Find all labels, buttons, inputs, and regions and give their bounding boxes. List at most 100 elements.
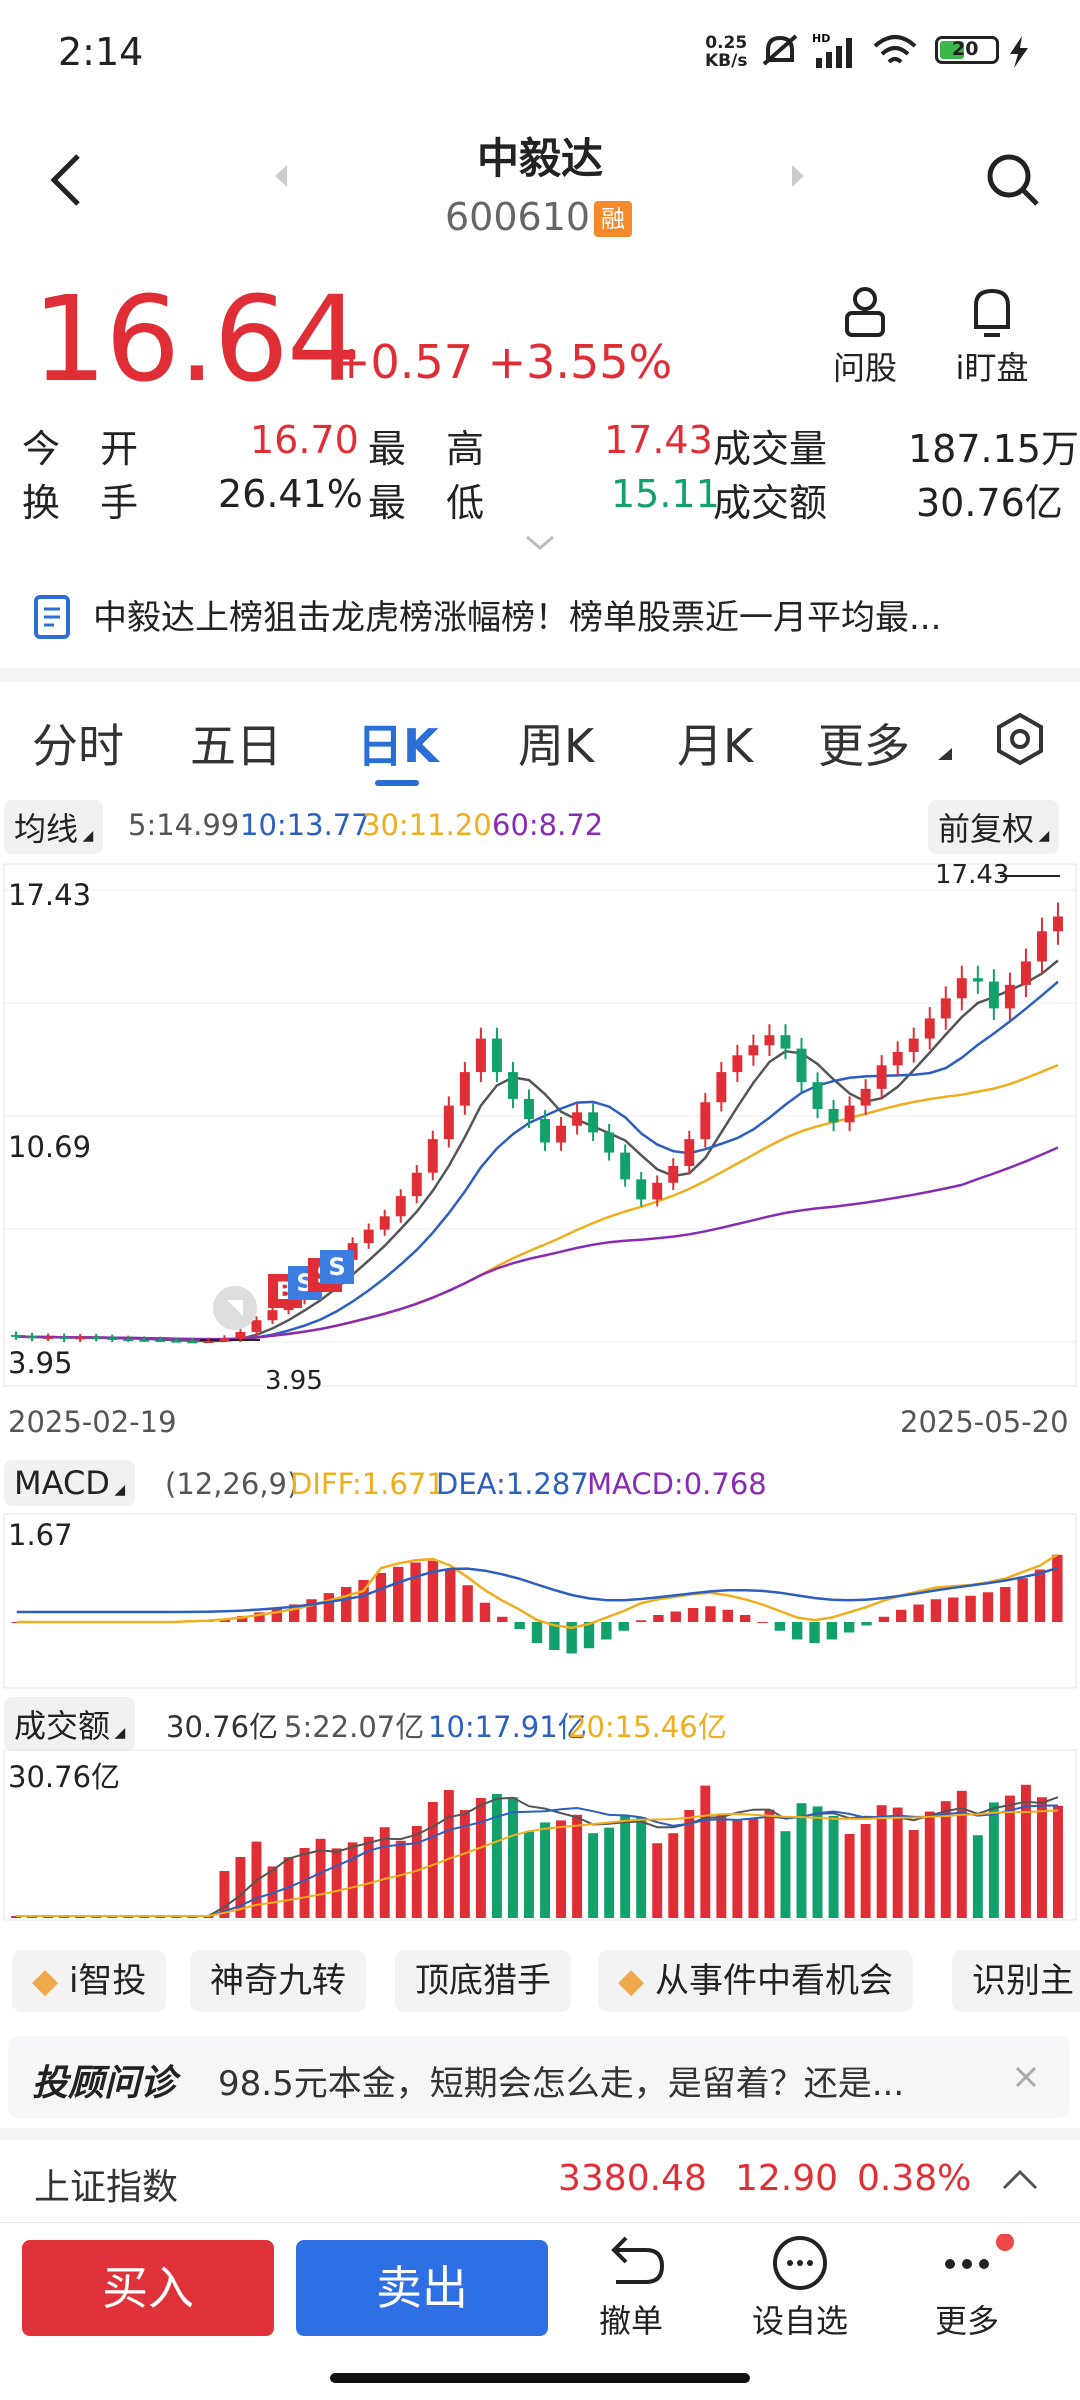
- macd-label: MACD: [14, 1464, 110, 1502]
- candlestick-chart[interactable]: [0, 860, 1080, 1390]
- candle: [844, 1105, 855, 1123]
- amount-bar: [860, 1824, 871, 1918]
- watch-button[interactable]: i盯盘: [942, 285, 1042, 389]
- candle: [187, 1341, 198, 1344]
- amount-bar: [572, 1814, 583, 1918]
- advisor-banner[interactable]: [8, 2036, 1070, 2118]
- buy-button[interactable]: 买入: [22, 2240, 274, 2336]
- more-button[interactable]: 更多: [912, 2233, 1022, 2342]
- add-watchlist-button[interactable]: 设自选: [745, 2234, 855, 2342]
- tab-daily-k[interactable]: 日K: [357, 719, 439, 773]
- candle: [716, 1072, 727, 1103]
- current-price: 16.64: [32, 270, 362, 408]
- amount-bar: [604, 1827, 615, 1918]
- chip-nine-turns[interactable]: 神奇九转: [190, 1950, 366, 2012]
- amount-value: 30.76亿: [916, 481, 1063, 525]
- date-start: 2025-02-19: [8, 1405, 177, 1439]
- high-value: 17.43: [604, 418, 713, 462]
- watch-label: i盯盘: [955, 349, 1029, 387]
- volume-label: 成交量: [713, 427, 828, 471]
- volume-value: 187.15万: [908, 427, 1079, 471]
- macd-bar: [1052, 1554, 1063, 1622]
- candle: [363, 1229, 374, 1244]
- advisor-brand: 投顾问诊: [32, 2063, 177, 2104]
- chip-top-bottom-hunter[interactable]: 顶底猎手: [395, 1950, 571, 2012]
- amount-bar: [764, 1809, 775, 1918]
- macd-params: (12,26,9): [165, 1467, 299, 1501]
- index-change: 12.90: [735, 2158, 839, 2199]
- tab-monthly-k[interactable]: 月K: [677, 719, 754, 773]
- ma-selector[interactable]: 均线 ◢: [4, 800, 104, 854]
- candle: [828, 1108, 839, 1123]
- adjust-selector[interactable]: 前复权 ◢: [928, 800, 1060, 854]
- amount-bar: [668, 1833, 679, 1918]
- turnover-label: 换 手: [22, 481, 153, 525]
- amount-bar: [700, 1785, 711, 1918]
- candle: [43, 1336, 54, 1339]
- tab-weekly-k[interactable]: 周K: [518, 719, 595, 773]
- tab-more[interactable]: 更多: [818, 719, 910, 773]
- macd-bar: [982, 1592, 994, 1622]
- amount-panel-label: 成交额: [14, 1707, 111, 1745]
- tab-five-day[interactable]: 五日: [190, 719, 282, 773]
- chip-event-opportunity[interactable]: ◆ 从事件中看机会: [598, 1950, 913, 2012]
- chip-label: i智投: [68, 1961, 147, 2001]
- back-icon[interactable]: [46, 150, 86, 210]
- candle: [75, 1337, 86, 1340]
- amount-bar: [684, 1810, 695, 1918]
- macd-value: MACD:0.768: [587, 1467, 767, 1501]
- macd-bar: [236, 1615, 248, 1622]
- bell-icon: [974, 288, 1010, 337]
- chip-identify[interactable]: 识别主: [952, 1950, 1080, 2012]
- macd-bar: [635, 1620, 647, 1622]
- macd-bar: [11, 1622, 22, 1623]
- ma60-value: 60:8.72: [492, 808, 604, 842]
- chart-frame: [3, 863, 1077, 1387]
- prev-stock-icon[interactable]: [275, 165, 289, 187]
- candle: [956, 978, 967, 999]
- macd-bar: [479, 1602, 491, 1622]
- index-name[interactable]: 上证指数: [34, 2167, 179, 2208]
- cancel-order-label: 撤单: [598, 2302, 663, 2340]
- sell-button[interactable]: 卖出: [296, 2240, 548, 2336]
- amount-selector[interactable]: 成交额 ◢: [4, 1697, 136, 1751]
- signal-icon: HD: [812, 32, 852, 68]
- amount-chart[interactable]: [0, 1748, 1080, 1923]
- next-stock-icon[interactable]: [792, 165, 806, 187]
- settings-icon[interactable]: [995, 712, 1045, 766]
- expand-up-icon[interactable]: [1002, 2168, 1038, 2190]
- ma5-value: 5:14.99: [128, 808, 240, 842]
- macd-bar: [913, 1604, 924, 1622]
- macd-selector[interactable]: MACD ◢: [4, 1460, 136, 1506]
- expand-chevron-icon[interactable]: [525, 535, 555, 551]
- macd-bar: [757, 1622, 768, 1623]
- search-icon[interactable]: [985, 152, 1041, 208]
- candle: [251, 1320, 262, 1332]
- adjust-label: 前复权: [938, 810, 1035, 848]
- home-indicator[interactable]: [330, 2373, 750, 2383]
- cancel-order-button[interactable]: 撤单: [576, 2234, 686, 2342]
- amount-bar: [556, 1820, 567, 1918]
- candle: [524, 1098, 534, 1120]
- candle: [219, 1338, 230, 1341]
- macd-diff: DIFF:1.671: [290, 1467, 445, 1501]
- macd-bar: [375, 1573, 387, 1622]
- amount-bar: [892, 1807, 903, 1918]
- macd-chart[interactable]: [0, 1512, 1080, 1690]
- candle: [395, 1196, 406, 1217]
- macd-bar: [705, 1606, 716, 1622]
- battery-level: 20: [952, 38, 979, 60]
- macd-bar: [358, 1580, 369, 1622]
- macd-bar: [254, 1612, 265, 1622]
- amount-bar: [347, 1842, 358, 1918]
- ask-stock-button[interactable]: 问股: [815, 285, 915, 389]
- candle: [972, 978, 983, 982]
- macd-bar: [393, 1566, 404, 1622]
- close-icon[interactable]: [1015, 2066, 1037, 2088]
- candle: [1004, 984, 1015, 1009]
- news-headline[interactable]: 中毅达上榜狙击龙虎榜涨幅榜！榜单股票近一月平均最...: [93, 598, 942, 638]
- candle: [764, 1035, 775, 1046]
- chip-smart-invest[interactable]: ◆ i智投: [12, 1950, 167, 2012]
- tab-intraday[interactable]: 分时: [32, 719, 124, 773]
- amount-ma20-line: [16, 1809, 1059, 1917]
